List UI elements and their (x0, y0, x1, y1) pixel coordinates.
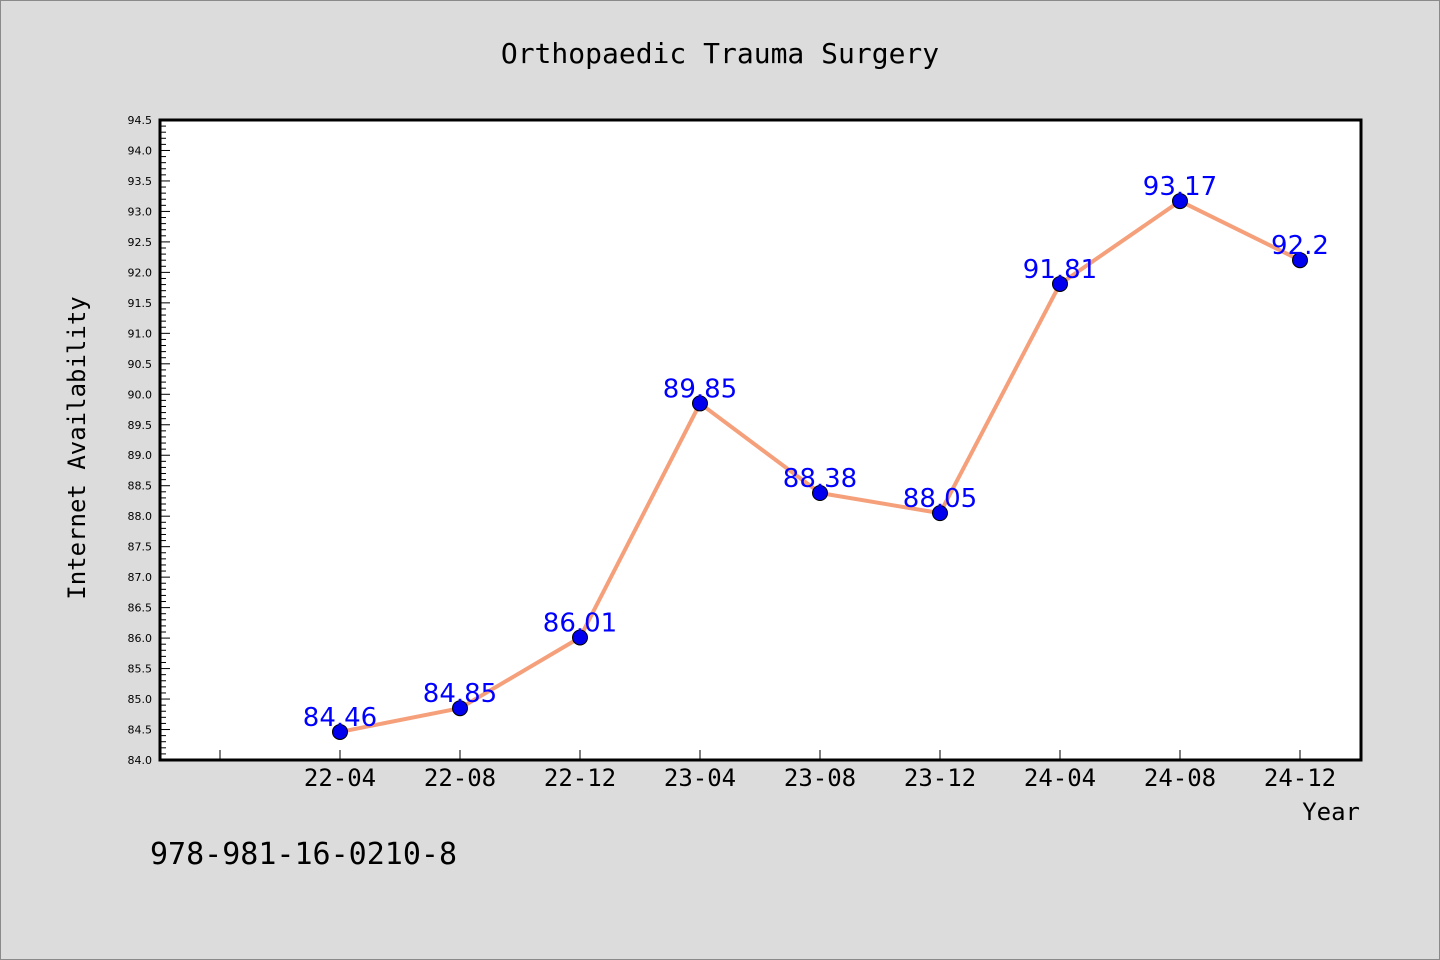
data-label: 84.46 (303, 703, 377, 733)
y-tick-label: 90.5 (128, 358, 153, 371)
y-tick-label: 94.0 (128, 144, 153, 157)
y-axis-ticks: 84.0 84.5 85.0 85.5 86.0 86.5 87.0 87.5 88.0 88.5… (128, 114, 170, 767)
data-label: 92.2 (1271, 231, 1329, 261)
data-point (932, 505, 948, 522)
data-label: 86.01 (543, 608, 617, 638)
data-point (1292, 252, 1308, 269)
y-tick-label: 87.5 (128, 541, 153, 554)
x-tick-label: 24-04 (1024, 764, 1096, 792)
y-tick-label: 84.5 (128, 724, 153, 737)
data-label: 93.17 (1143, 172, 1217, 202)
data-point (1172, 193, 1188, 210)
plot-area (158, 118, 1363, 762)
y-tick-label: 92.5 (128, 236, 153, 249)
data-point (692, 395, 708, 412)
x-tick-label: 23-08 (784, 764, 856, 792)
y-tick-label: 89.0 (128, 449, 153, 462)
x-tick-label: 24-12 (1264, 764, 1336, 792)
y-tick-label: 85.5 (128, 663, 153, 676)
y-tick-label: 91.0 (128, 327, 153, 340)
y-tick-label: 90.0 (128, 388, 153, 401)
x-tick-label: 24-08 (1144, 764, 1216, 792)
x-tick-label: 23-12 (904, 764, 976, 792)
data-label: 89.85 (663, 374, 737, 404)
y-tick-label: 91.5 (128, 297, 153, 310)
data-point (332, 723, 348, 740)
y-tick-label: 86.0 (128, 632, 153, 645)
x-axis-ticks: 22-04 22-08 22-12 23-04 23-08 23-12 24-04 24-08… (219, 750, 1336, 792)
data-label: 88.05 (903, 484, 977, 514)
y-tick-label: 92.0 (128, 266, 153, 279)
y-tick-label: 93.5 (128, 175, 153, 188)
y-tick-label: 84.0 (128, 754, 153, 767)
y-tick-label: 86.5 (128, 602, 153, 615)
y-tick-label: 94.5 (128, 114, 153, 127)
x-tick-label: 23-04 (664, 764, 736, 792)
x-tick-label: 22-12 (544, 764, 616, 792)
y-axis-label: Internet Availability (63, 296, 91, 599)
data-point (452, 700, 468, 717)
y-tick-label: 89.5 (128, 419, 153, 432)
data-label: 91.81 (1023, 255, 1097, 285)
x-tick-label: 22-04 (304, 764, 376, 792)
chart-title: Orthopaedic Trauma Surgery (501, 37, 939, 70)
y-tick-label: 85.0 (128, 693, 153, 706)
x-axis-label: Year (1302, 798, 1360, 826)
data-point (1052, 275, 1068, 292)
data-point (572, 629, 588, 646)
y-tick-label: 87.0 (128, 571, 153, 584)
y-tick-label: 88.0 (128, 510, 153, 523)
data-label: 84.85 (423, 679, 497, 709)
series-group: 84.46 84.85 86.01 89.85 88.38 88.05 91.81 93.17… (303, 172, 1329, 740)
data-label: 88.38 (783, 464, 857, 494)
y-tick-label: 88.5 (128, 480, 153, 493)
footer-isbn: 978-981-16-0210-8 (150, 837, 457, 872)
data-point (812, 485, 828, 502)
y-tick-label: 93.0 (128, 205, 153, 218)
x-tick-label: 22-08 (424, 764, 496, 792)
